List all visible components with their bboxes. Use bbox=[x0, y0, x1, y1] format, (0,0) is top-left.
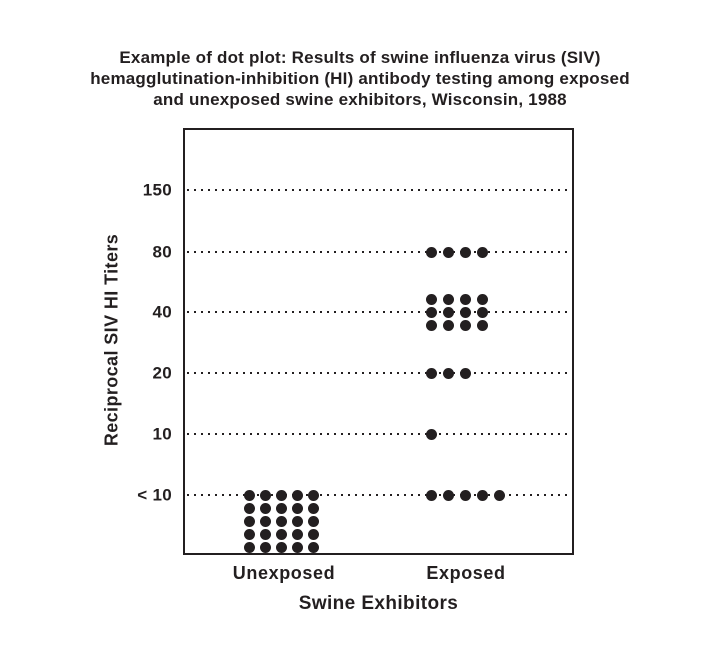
gridline-20 bbox=[187, 372, 571, 374]
data-dot bbox=[291, 489, 303, 501]
y-tick-label: 20 bbox=[152, 363, 172, 383]
data-dot bbox=[243, 541, 255, 553]
data-dot bbox=[275, 502, 287, 514]
data-dot bbox=[476, 489, 488, 501]
data-dot bbox=[459, 367, 471, 379]
data-dot bbox=[259, 515, 271, 527]
data-dot bbox=[476, 246, 488, 258]
data-dot bbox=[442, 489, 454, 501]
data-dot bbox=[476, 306, 488, 318]
data-dot bbox=[476, 293, 488, 305]
data-dot bbox=[291, 502, 303, 514]
y-tick-label: 40 bbox=[152, 302, 172, 322]
data-dot bbox=[291, 515, 303, 527]
data-dot bbox=[442, 319, 454, 331]
y-tick-label: 10 bbox=[152, 424, 172, 444]
data-dot bbox=[307, 515, 319, 527]
data-dot bbox=[493, 489, 505, 501]
chart-title-line-2: hemagglutination-inhibition (HI) antibod… bbox=[90, 69, 630, 88]
x-tick-label-exposed: Exposed bbox=[426, 563, 506, 583]
gridline-40 bbox=[187, 311, 571, 313]
data-dot bbox=[459, 246, 471, 258]
chart-title-line-3: and unexposed swine exhibitors, Wisconsi… bbox=[153, 90, 567, 109]
gridline-10 bbox=[187, 433, 571, 435]
data-dot bbox=[275, 528, 287, 540]
data-dot bbox=[259, 541, 271, 553]
data-dot bbox=[459, 489, 471, 501]
data-dot bbox=[442, 306, 454, 318]
y-tick-label: 80 bbox=[152, 242, 172, 262]
data-dot bbox=[425, 489, 437, 501]
data-dot bbox=[243, 515, 255, 527]
y-tick-label: < 10 bbox=[137, 485, 172, 505]
gridline-<10 bbox=[187, 494, 571, 496]
data-dot bbox=[259, 528, 271, 540]
data-dot bbox=[425, 428, 437, 440]
x-tick-label-unexposed: Unexposed bbox=[232, 563, 336, 583]
data-dot bbox=[243, 502, 255, 514]
plot-area bbox=[183, 128, 574, 555]
data-dot bbox=[243, 528, 255, 540]
data-dot bbox=[307, 502, 319, 514]
chart-title-line-1: Example of dot plot: Results of swine in… bbox=[119, 48, 601, 67]
data-dot bbox=[275, 489, 287, 501]
data-dot bbox=[291, 541, 303, 553]
data-dot bbox=[476, 319, 488, 331]
data-dot bbox=[425, 367, 437, 379]
chart-title: Example of dot plot: Results of swine in… bbox=[0, 47, 720, 110]
data-dot bbox=[425, 246, 437, 258]
y-tick-label: 150 bbox=[142, 180, 172, 200]
data-dot bbox=[291, 528, 303, 540]
data-dot bbox=[459, 306, 471, 318]
data-dot bbox=[259, 489, 271, 501]
data-dot bbox=[425, 293, 437, 305]
data-dot bbox=[459, 319, 471, 331]
data-dot bbox=[307, 541, 319, 553]
data-dot bbox=[425, 319, 437, 331]
data-dot bbox=[259, 502, 271, 514]
data-dot bbox=[442, 246, 454, 258]
data-dot bbox=[243, 489, 255, 501]
data-dot bbox=[307, 528, 319, 540]
y-axis-title: Reciprocal SIV HI Titers bbox=[101, 233, 122, 447]
data-dot bbox=[442, 367, 454, 379]
gridline-80 bbox=[187, 251, 571, 253]
data-dot bbox=[307, 489, 319, 501]
data-dot bbox=[425, 306, 437, 318]
data-dot bbox=[275, 541, 287, 553]
x-axis-title: Swine Exhibitors bbox=[298, 593, 459, 614]
data-dot bbox=[275, 515, 287, 527]
data-dot bbox=[459, 293, 471, 305]
gridline-150 bbox=[187, 189, 571, 191]
data-dot bbox=[442, 293, 454, 305]
